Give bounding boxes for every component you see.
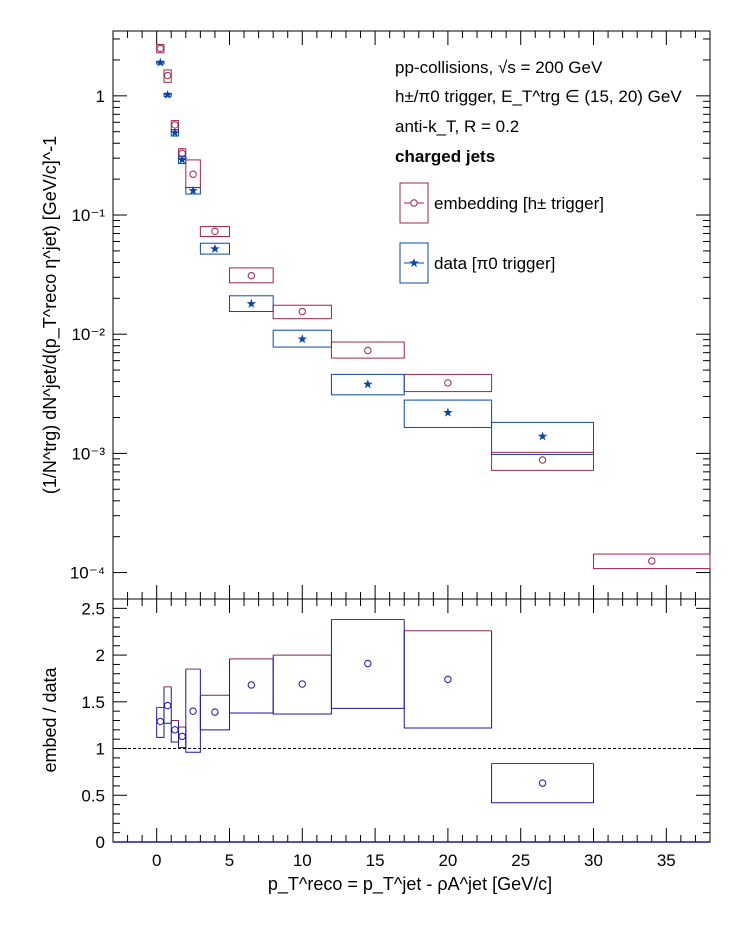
data-sys-box [228, 295, 274, 313]
x-tick-label: 15 [366, 851, 385, 870]
annotation-jet-type: charged jets [395, 147, 495, 166]
ratio-point [364, 659, 372, 668]
data-point [177, 154, 187, 164]
bottom-plot-frame [112, 598, 711, 843]
top-y-tick-label: 10⁻¹ [71, 206, 105, 225]
top-y-axis-title: (1/N^trg) dN^jet/d(p_T^reco η^jet) [GeV/… [40, 136, 61, 494]
embedding-sys-box [593, 553, 711, 570]
embedding-sys-box [491, 451, 595, 471]
data-sys-box [272, 329, 332, 348]
top-axes: 10⁻⁴ 10⁻³ 10⁻² 10⁻¹ 1 [70, 31, 711, 599]
bottom-y-tick-label: 1.5 [81, 693, 105, 712]
ratio-sys-box [403, 630, 493, 729]
ratio-point [156, 717, 165, 726]
x-axis-title: p_T^reco = p_T^jet - ρA^jet [GeV/c] [268, 874, 552, 895]
top-y-tick-label: 10⁻² [71, 325, 105, 344]
ratio-point [444, 675, 452, 684]
bottom-y-tick-label: 2 [96, 646, 105, 665]
top-y-tick-label: 10⁻⁴ [70, 564, 105, 583]
x-tick-label: 10 [293, 851, 312, 870]
data-point [210, 243, 220, 253]
embedding-sys-box [228, 267, 274, 284]
legend-data-marker [409, 258, 419, 268]
data-point [170, 127, 180, 137]
data-point [537, 431, 548, 441]
data-point [155, 57, 166, 67]
bottom-y-tick-label: 0.5 [81, 786, 105, 805]
ratio-sys-boxes [156, 619, 595, 804]
top-y-tick-label: 10⁻³ [71, 444, 105, 463]
data-sys-box [199, 242, 230, 255]
embedding-point [247, 271, 256, 280]
legend-embedding-marker [410, 199, 418, 207]
x-tick-label: 20 [438, 851, 457, 870]
embedding-point [211, 227, 219, 236]
data-point [363, 379, 373, 389]
data-point [297, 334, 308, 344]
top-sys-boxes [156, 43, 711, 570]
ratio-point [171, 726, 179, 734]
embedding-point [364, 346, 372, 355]
data-point [188, 185, 198, 195]
annotation-jet-algorithm: anti-k_T, R = 0.2 [395, 117, 519, 136]
embedding-sys-box [199, 226, 230, 238]
ratio-point [538, 779, 547, 787]
embedding-point [538, 456, 547, 464]
ratio-point [163, 701, 172, 710]
data-sys-box [330, 373, 405, 396]
legend-embedding-swatch [399, 182, 429, 224]
data-point [443, 407, 453, 417]
data-point [246, 298, 257, 308]
top-y-tick-label: 1 [96, 87, 105, 106]
x-tick-label: 30 [584, 851, 603, 870]
embedding-point [156, 44, 165, 53]
embedding-sys-box [330, 341, 405, 359]
annotation-collisions: pp-collisions, √s = 200 GeV [395, 58, 603, 77]
bottom-y-tick-label: 2.5 [81, 599, 105, 618]
embedding-point [298, 307, 306, 316]
ratio-point [178, 732, 186, 741]
ratio-point [247, 681, 256, 689]
bottom-axes: 0 0.5 1 1.5 2 2.5 0 5 10 15 20 25 30 35 [81, 598, 711, 870]
bottom-y-tick-label: 0 [96, 833, 105, 852]
embedding-point [171, 121, 179, 129]
ratio-point [189, 707, 197, 715]
data-sys-box [403, 399, 493, 428]
bottom-y-axis-title: embed / data [40, 666, 60, 772]
ratio-point [298, 680, 306, 688]
annotation-trigger: h±/π0 trigger, E_T^trg ∈ (15, 20) GeV [395, 87, 682, 106]
x-tick-label: 0 [152, 851, 161, 870]
ratio-point [211, 708, 219, 716]
x-tick-label: 35 [657, 851, 676, 870]
ratio-sys-box [491, 763, 595, 804]
legend: embedding [h± trigger] data [π0 trigger] [399, 182, 604, 284]
embedding-point [189, 170, 197, 178]
ratio-markers [156, 659, 547, 787]
embedding-point [444, 379, 452, 387]
embedding-point [648, 557, 656, 565]
data-point [162, 89, 173, 99]
legend-embedding-label: embedding [h± trigger] [434, 194, 604, 213]
data-sys-box [491, 421, 595, 455]
legend-data-label: data [π0 trigger] [434, 254, 555, 273]
bottom-y-tick-label: 1 [96, 740, 105, 759]
legend-data-swatch [399, 242, 429, 284]
embedding-point [163, 71, 172, 80]
top-markers [155, 44, 656, 565]
x-tick-label: 25 [511, 851, 530, 870]
x-tick-label: 5 [225, 851, 234, 870]
